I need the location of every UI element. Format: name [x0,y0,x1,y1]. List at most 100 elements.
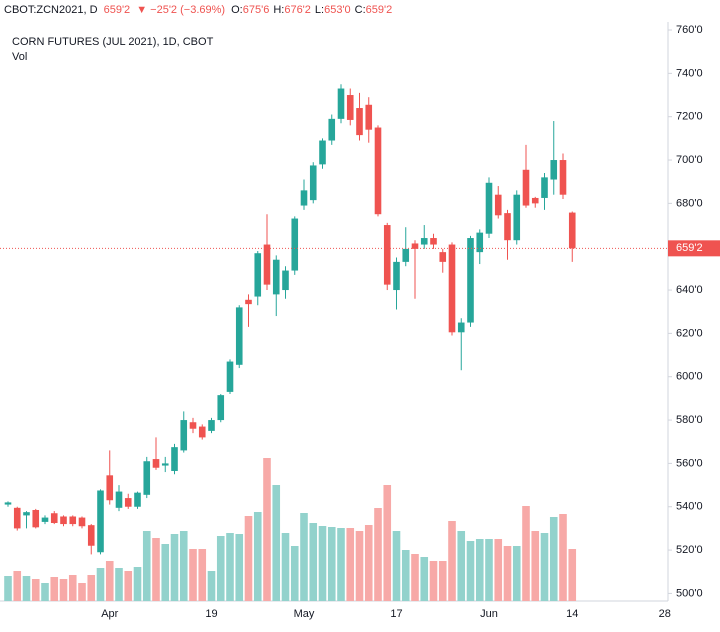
volume-bar [281,533,290,601]
volume-bar [383,485,392,601]
candle-body [263,244,271,285]
volume-bar [68,575,77,601]
ohlc-key: O: [231,4,243,16]
volume-bar [226,533,234,601]
candle-body [180,420,188,451]
candle-body [226,361,234,392]
volume-bar [216,536,225,601]
ohlc-key: L: [314,4,325,16]
volume-bar [420,557,429,601]
volume-bar [355,531,364,601]
volume-bar [161,544,170,601]
ohlc-value: 676'2 [284,4,311,16]
last-price-box [668,240,720,257]
volume-label: Vol [12,51,27,63]
volume-bar [170,534,179,601]
y-tick-label: 700'0 [676,154,703,166]
volume-bar [503,546,512,601]
volume-bar [364,525,373,601]
volume-bar [401,550,410,601]
candle-body [365,104,373,130]
candle-body [32,509,40,528]
candle-body [494,194,502,216]
last-price-label: 659'2 [676,242,703,254]
candle-body [559,160,567,195]
y-tick-label: 620'0 [676,327,703,339]
candle-body [568,212,576,249]
candle-body [50,513,58,523]
volume-bar [244,516,253,601]
volume-bar [41,583,49,601]
volume-bar [124,571,133,601]
candle-body [439,252,447,262]
candle-body [235,307,243,365]
volume-bar [309,523,318,601]
chart-title: CORN FUTURES (JUL 2021), 1D, CBOT [12,36,214,48]
y-tick-label: 500'0 [676,587,703,599]
candle-body [152,459,160,468]
volume-bar [475,539,484,601]
volume-bar [96,568,105,601]
volume-bar [448,521,456,601]
symbol: CBOT:ZCN2021, D [4,4,98,16]
ohlc-value: 675'6 [242,4,270,16]
x-tick-label: 28 [659,608,671,620]
volume-bar [327,527,336,601]
y-tick-label: 560'0 [676,457,703,469]
candle-body [374,127,382,215]
candle-body [383,225,391,285]
volume-bar [4,576,12,601]
candle-body [309,165,317,201]
candle-body [171,447,178,471]
volume-bar [105,561,114,601]
volume-bar [374,508,382,601]
volume-bar [549,517,558,601]
change: ▼ −25'2 (−3.69%) [136,4,226,16]
candle-body [541,177,548,198]
volume-bar [179,531,188,601]
candle-body [531,197,539,204]
volume-bar [568,549,577,601]
ohlc-value: 659'2 [365,4,393,16]
volume-bar [142,531,151,601]
volume-bar [531,531,540,601]
candle-body [41,517,49,522]
volume-bar [466,541,475,601]
volume-bar [429,561,438,601]
candle-body [134,492,141,507]
candle-body [161,463,169,466]
candle-body [23,512,30,516]
volume-bar [263,458,271,601]
candle-body [254,253,262,297]
volume-bar [272,485,281,601]
candle-body [217,395,225,421]
volume-bar [13,571,22,601]
last-price: 659'2 [103,4,131,16]
candle-body [476,232,484,253]
candle-body [457,322,465,333]
candle-body [115,491,123,508]
candle-body [513,194,521,241]
volume-bar [512,546,521,601]
volume-bar [559,514,567,601]
y-tick-label: 760'0 [676,24,703,36]
candle-body [97,490,104,553]
candle-body [208,420,215,431]
candle-body [328,118,336,141]
volume-bar [31,579,40,601]
volume-bar [253,512,262,601]
candle-body [448,244,456,333]
candle-body [78,517,86,527]
volume-bar [59,579,68,601]
candle-body [346,95,354,120]
y-tick-label: 680'0 [676,197,703,209]
ohlc: O:675'6 H:676'2 L:653'0 C:659'2 [231,4,396,16]
candle-body [504,213,511,241]
x-tick-label: 17 [390,608,402,620]
candle-body [430,238,437,245]
volume-bar [152,538,160,601]
candle-body [300,190,308,206]
candle-body [337,88,345,119]
volume-bar [115,568,123,601]
volume-bar [540,533,549,601]
